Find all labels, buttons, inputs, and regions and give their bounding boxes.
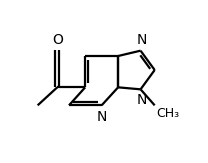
Text: O: O xyxy=(52,33,63,47)
Text: N: N xyxy=(137,33,147,47)
Text: N: N xyxy=(137,93,147,107)
Text: N: N xyxy=(97,110,107,124)
Text: CH₃: CH₃ xyxy=(156,107,180,120)
